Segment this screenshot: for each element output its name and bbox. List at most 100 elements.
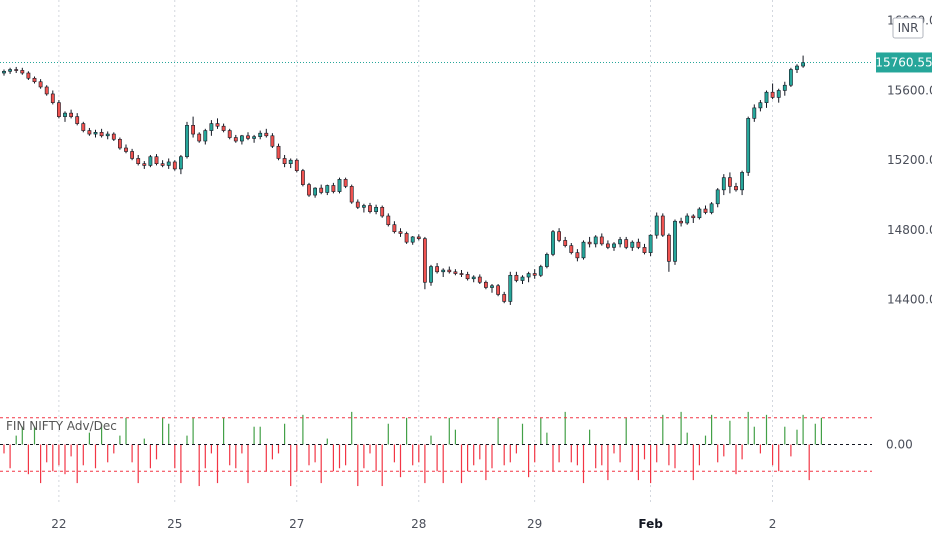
candle — [477, 276, 482, 283]
candle — [221, 125, 226, 131]
candle — [459, 273, 464, 275]
candle — [337, 179, 342, 192]
candle — [282, 158, 287, 164]
last-price-label: 15760.55 — [875, 55, 932, 69]
candle — [233, 137, 238, 142]
candle — [746, 118, 751, 173]
candle — [349, 186, 354, 203]
candle — [124, 147, 128, 152]
candle — [87, 130, 92, 135]
candle — [14, 69, 19, 71]
currency-badge[interactable] — [892, 17, 924, 39]
indicator-title: FIN NIFTY Adv/Dec — [6, 419, 117, 433]
candle — [63, 112, 67, 117]
candle — [288, 159, 293, 164]
candle — [294, 159, 299, 171]
candle — [581, 241, 586, 259]
candle — [172, 161, 177, 170]
candle — [361, 205, 366, 208]
candle — [447, 269, 452, 273]
candle — [685, 215, 690, 224]
candle — [520, 276, 525, 281]
candle — [386, 215, 391, 226]
candle — [782, 84, 787, 91]
candle — [56, 102, 61, 117]
candle — [435, 266, 440, 273]
candle — [703, 208, 708, 213]
candle — [368, 205, 372, 212]
candle — [374, 206, 379, 212]
candle — [551, 231, 555, 255]
candle — [160, 163, 165, 166]
candle — [538, 266, 543, 276]
price-candles — [2, 55, 806, 305]
candle — [179, 156, 183, 170]
candle — [343, 179, 348, 187]
candle — [111, 133, 116, 140]
candle — [599, 236, 604, 245]
candle — [215, 123, 220, 127]
candle — [490, 285, 494, 288]
last-price-badge — [876, 52, 932, 73]
candle — [392, 224, 397, 232]
y-tick-label: 15600.00 — [887, 83, 932, 97]
x-tick-label: 22 — [51, 517, 66, 531]
candle — [166, 161, 171, 166]
candle — [624, 239, 629, 248]
candle — [105, 133, 110, 137]
candle — [50, 93, 55, 103]
adv-dec-indicator: FIN NIFTY Adv/Dec — [0, 411, 872, 487]
candle — [252, 136, 257, 139]
candle — [319, 187, 324, 193]
candle — [191, 125, 196, 135]
candle — [557, 231, 562, 241]
candle — [26, 72, 31, 79]
candle — [246, 135, 250, 139]
candle — [788, 69, 793, 86]
candle — [118, 138, 122, 149]
x-tick-label: 27 — [289, 517, 304, 531]
candle — [514, 274, 519, 281]
candle — [258, 132, 263, 137]
candle — [752, 107, 757, 119]
candle — [642, 247, 647, 253]
candle — [483, 281, 488, 288]
candle — [38, 81, 43, 88]
candle — [130, 151, 135, 159]
candle — [325, 185, 330, 193]
candle — [136, 158, 141, 164]
candle — [795, 65, 799, 70]
candle — [465, 274, 470, 280]
candle — [569, 245, 574, 253]
y-tick-label: 14400.00 — [887, 293, 932, 307]
candle — [502, 294, 507, 302]
candle — [429, 266, 433, 283]
candle — [8, 69, 13, 72]
candle — [801, 62, 806, 67]
axes: 2225272829Feb20.0016000.0015600.0015200.… — [51, 14, 932, 531]
x-tick-label: 2 — [769, 517, 777, 531]
candle — [618, 239, 623, 245]
candle — [453, 271, 458, 274]
candle — [197, 133, 202, 142]
candle — [398, 231, 403, 234]
candle — [75, 116, 80, 124]
candle — [648, 234, 653, 253]
candle — [776, 90, 781, 98]
candle — [496, 285, 501, 295]
candle — [355, 201, 360, 208]
candle — [660, 215, 665, 236]
candle — [508, 274, 513, 302]
x-tick-label: 25 — [167, 517, 182, 531]
candle — [410, 236, 415, 243]
candle — [300, 170, 305, 185]
candle — [307, 184, 311, 196]
candle — [740, 172, 745, 191]
candle — [276, 145, 281, 159]
candle — [727, 177, 732, 187]
candle — [544, 254, 549, 267]
candle — [44, 86, 49, 95]
candle — [734, 186, 738, 191]
